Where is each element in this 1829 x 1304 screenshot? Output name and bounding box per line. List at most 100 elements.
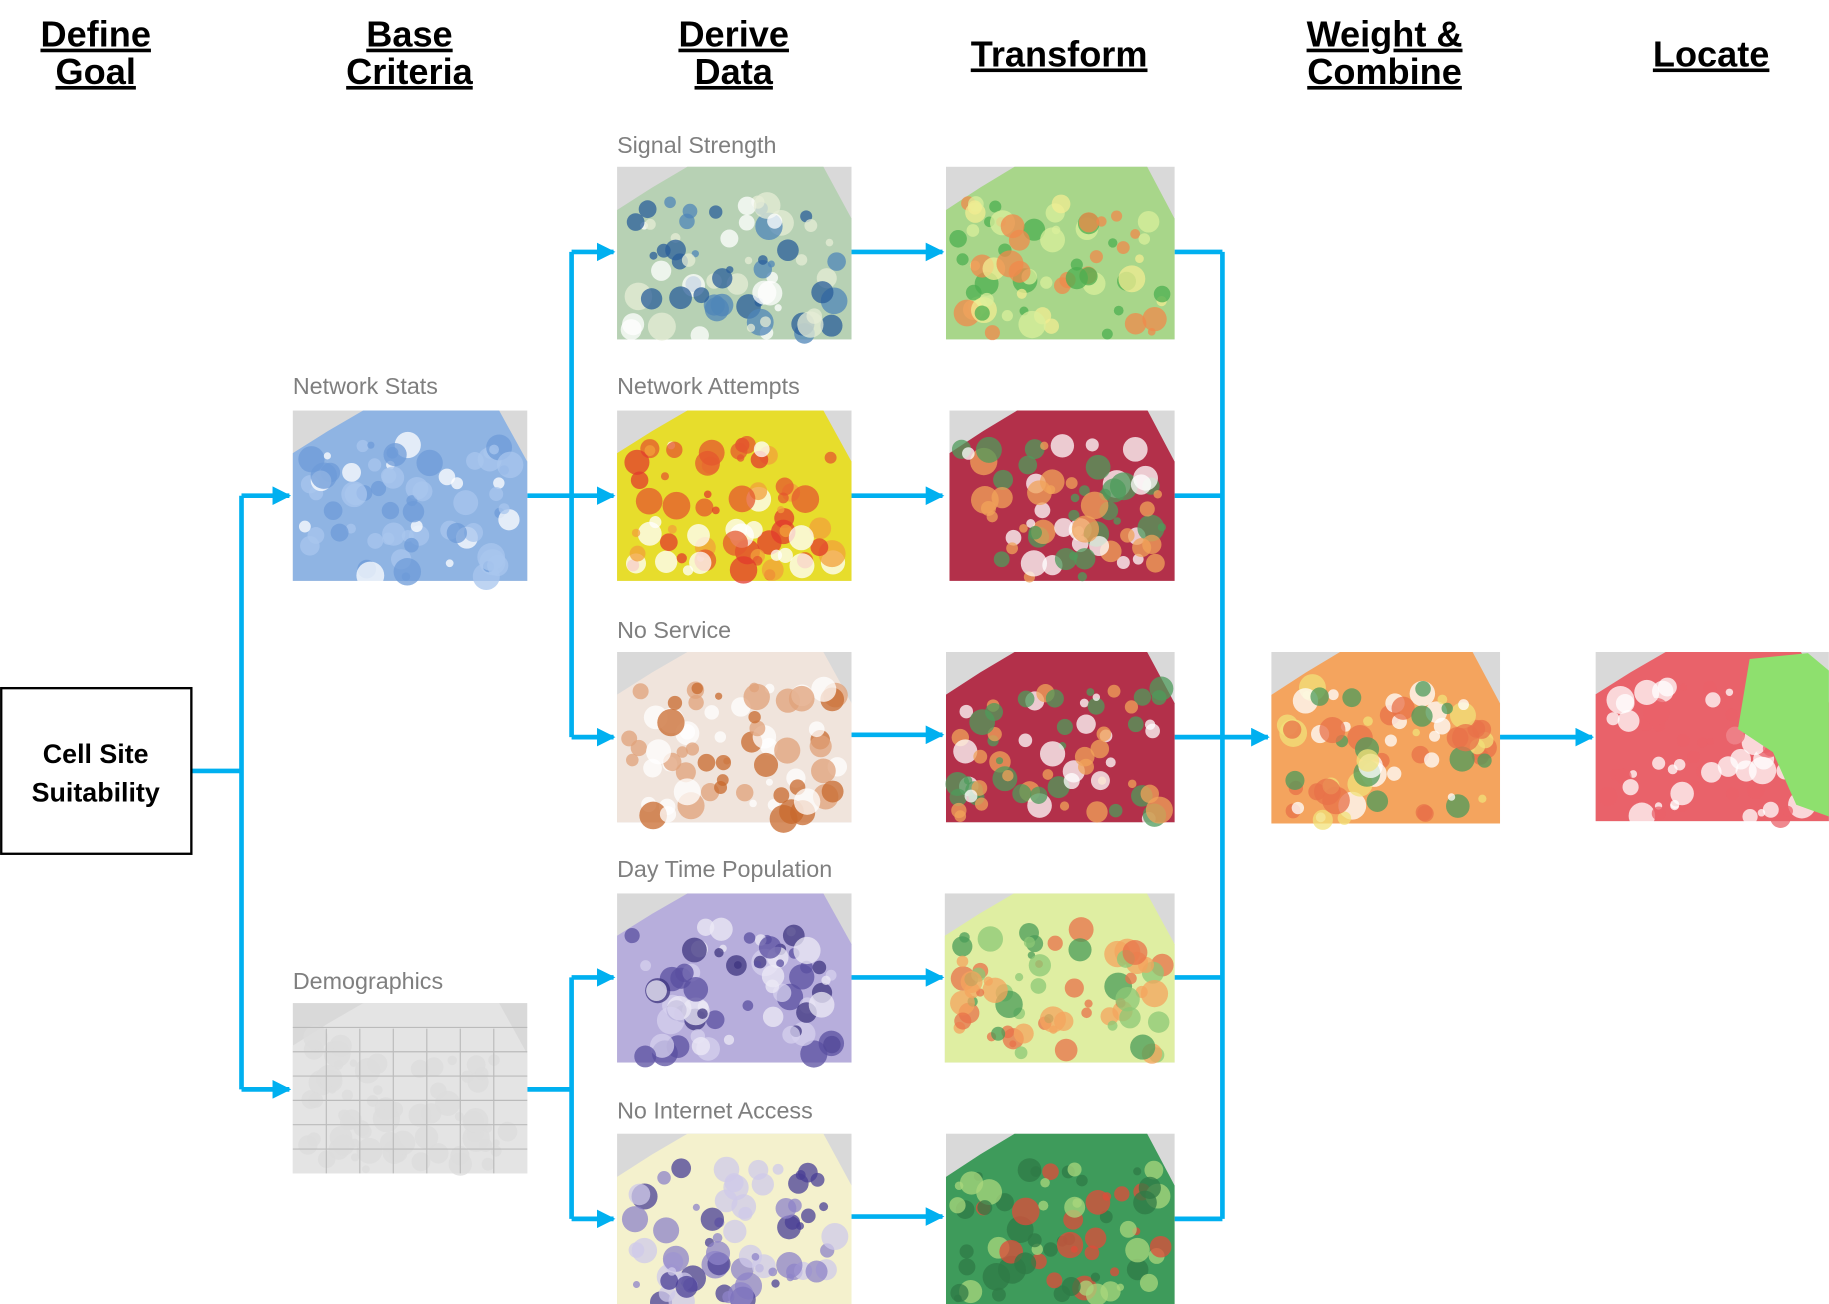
map-patch [1030, 786, 1048, 804]
map-patch [496, 451, 524, 479]
map-patch [761, 964, 785, 988]
map-patch [720, 229, 739, 248]
map-patch [1045, 689, 1064, 708]
map-patch [697, 1008, 708, 1019]
map-patch [1342, 688, 1362, 708]
map-thumbnail [617, 893, 852, 1068]
map-patch [954, 1012, 972, 1030]
map-patch [976, 1179, 1003, 1205]
map-patch [1127, 716, 1144, 733]
map-patch [801, 1208, 816, 1224]
map-patch [1050, 434, 1075, 458]
map-patch [1153, 490, 1163, 499]
map-patch [1140, 979, 1169, 1008]
map-patch [743, 683, 770, 711]
map-patch [621, 1206, 649, 1233]
map-patch [462, 1124, 490, 1152]
map-patch [727, 1282, 754, 1304]
map-patch [980, 292, 994, 307]
map-thumbnail [949, 410, 1175, 583]
map-patch [956, 955, 969, 968]
map-patch [805, 1260, 828, 1283]
map-patch [647, 312, 676, 341]
goal-box [0, 686, 193, 855]
map-patch [995, 757, 1004, 765]
map-patch [681, 253, 696, 267]
map-patch [753, 960, 762, 968]
map-patch [1018, 455, 1038, 475]
map-patch [1101, 328, 1113, 340]
map-patch [1706, 737, 1715, 746]
map-patch [643, 758, 662, 778]
map-patch [323, 501, 343, 521]
map-patch [481, 1157, 495, 1171]
map-patch [1076, 714, 1096, 734]
map-patch [679, 724, 696, 740]
map-patch [1056, 718, 1073, 735]
map-patch [646, 739, 672, 765]
column-header: Goal [56, 51, 136, 92]
map-patch [753, 441, 770, 458]
map-patch [1030, 978, 1047, 994]
map-patch [697, 753, 716, 772]
map-patch [705, 1010, 725, 1030]
map-patch [632, 1280, 641, 1289]
map-patch [691, 682, 703, 695]
map-patch [1108, 238, 1118, 248]
map-patch [1034, 502, 1051, 519]
map-label: Day Time Population [617, 856, 832, 882]
map-patch [966, 224, 980, 237]
map-patch [1102, 1192, 1112, 1201]
map-label: No Service [617, 617, 731, 643]
map-patch [1387, 766, 1402, 781]
map-patch [410, 1059, 430, 1079]
map-patch [767, 213, 783, 229]
map-land [945, 166, 1175, 340]
map-patch [1018, 310, 1046, 339]
map-patch [303, 1025, 328, 1050]
map-patch [773, 787, 790, 804]
map-patch [1107, 1020, 1118, 1031]
map-patch [824, 451, 837, 464]
map-patch [1673, 758, 1686, 771]
map-patch [1016, 288, 1027, 299]
map-patch [1107, 684, 1121, 698]
map-patch [1415, 681, 1431, 697]
map-patch [664, 196, 676, 209]
map-patch [1670, 781, 1694, 806]
map-patch [445, 559, 454, 568]
map-patch [959, 1244, 974, 1259]
map-patch [818, 1030, 845, 1057]
map-patch [967, 200, 983, 215]
map-patch [1080, 491, 1109, 520]
map-patch [1319, 717, 1346, 744]
map-patch [762, 1006, 784, 1028]
map-patch [1139, 1273, 1159, 1292]
map-patch [620, 319, 642, 341]
map-patch [688, 694, 704, 711]
map-patch [691, 1037, 711, 1056]
map-patch [1746, 781, 1765, 800]
map-patch [330, 523, 349, 542]
map-patch [715, 692, 723, 700]
map-patch [1412, 728, 1420, 737]
map-patch [984, 325, 1000, 341]
map-patch [624, 927, 640, 944]
map-patch [748, 1159, 769, 1180]
column-header: Data [695, 51, 774, 92]
map-patch [974, 797, 989, 811]
map-patch [827, 252, 846, 271]
map-patch [1449, 702, 1476, 729]
map-patch [1327, 689, 1339, 701]
map-patch [810, 1172, 825, 1187]
map-patch [1145, 796, 1173, 824]
map-patch [639, 801, 667, 830]
map-patch [646, 980, 667, 1002]
map-patch [1285, 770, 1305, 790]
map-patch [1059, 801, 1070, 811]
column-header: Weight & [1307, 14, 1463, 55]
map-patch [669, 286, 692, 310]
map-patch [804, 219, 818, 232]
map-patch [715, 754, 732, 771]
